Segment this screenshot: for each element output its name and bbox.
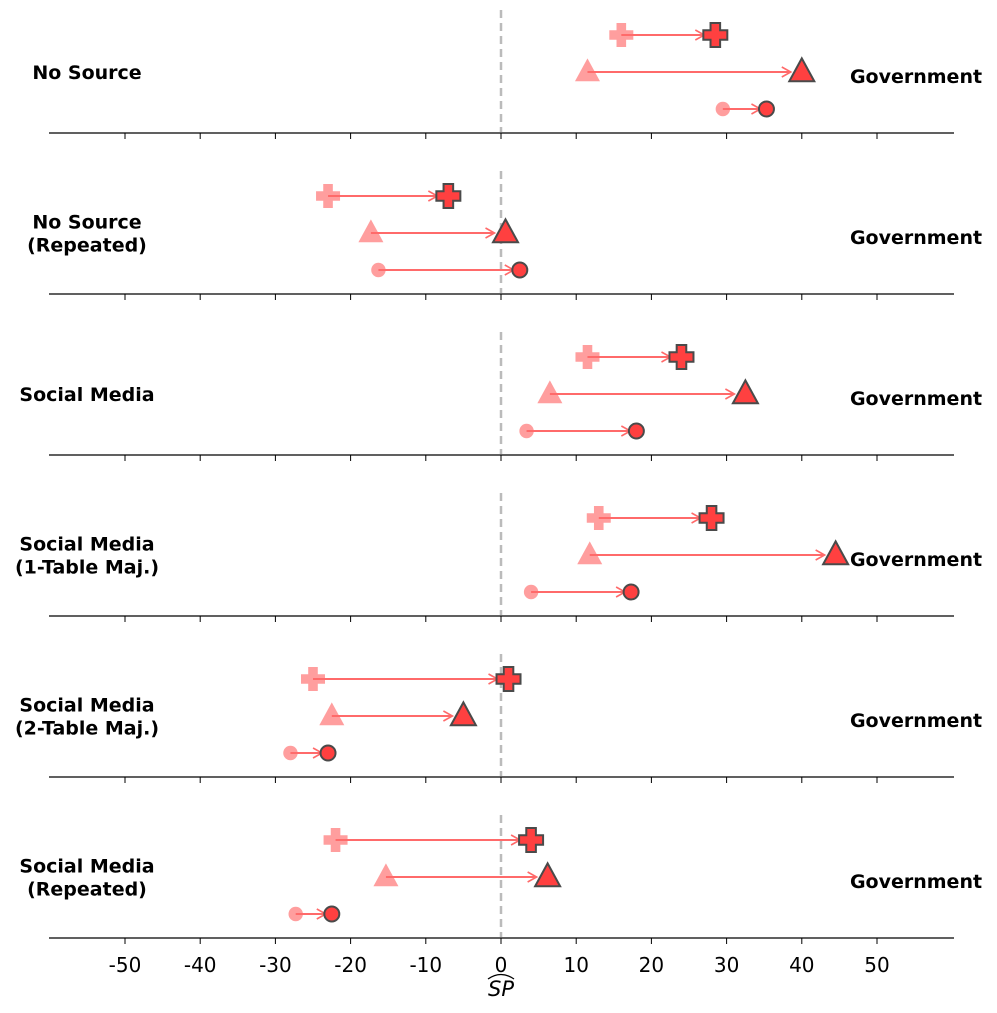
cross-end-marker: [698, 505, 725, 531]
panel-label: Social Media: [19, 384, 154, 406]
panel-label: Social Media (Repeated): [19, 856, 154, 901]
panel-right-label: Government: [850, 388, 982, 410]
circle-end-marker: [757, 100, 775, 118]
circle-end-marker: [622, 583, 640, 601]
panel-right-label: Government: [850, 227, 982, 249]
x-tick-label: 0: [495, 953, 508, 977]
chart-panel: No Source (Repeated) Government: [27, 171, 982, 300]
panel-label: Social Media (1-Table Maj.): [15, 534, 159, 579]
x-tick-label: -20: [334, 953, 367, 977]
chart-panel: Social Media (Repeated) Government: [19, 815, 982, 944]
panel-label-line: (Repeated): [27, 879, 147, 901]
circle-end-marker: [627, 422, 645, 440]
triangle-start-marker: [537, 380, 563, 404]
panel-label-line: Social Media: [19, 384, 154, 406]
panel-right-label: Government: [850, 871, 982, 893]
x-axis: -50 -40 -30 -20 -10 0 10 20 30 40 50: [109, 953, 890, 977]
triangle-end-marker: [787, 56, 816, 83]
x-tick-label: 20: [639, 953, 664, 977]
circle-start-marker: [288, 906, 303, 922]
x-tick-label: 30: [714, 953, 739, 977]
circle-end-marker: [511, 261, 529, 279]
panel-label-line: No Source: [32, 212, 141, 234]
panel-label: Social Media (2-Table Maj.): [15, 695, 159, 740]
panel-label-line: No Source: [32, 62, 141, 84]
triangle-end-marker: [491, 217, 520, 244]
x-tick-label: 10: [563, 953, 588, 977]
chart-panel: Social Media (2-Table Maj.) Government: [15, 654, 982, 783]
panel-label-line: Social Media: [19, 856, 154, 878]
chart-panel: Social Media (1-Table Maj.) Government: [15, 493, 982, 622]
x-axis-title-group: SP: [487, 973, 515, 1001]
circle-end-marker: [319, 744, 337, 762]
chart-panel: No Source Government: [32, 10, 982, 139]
triangle-end-marker: [533, 861, 562, 888]
panel-label-line: Social Media: [19, 534, 154, 556]
cross-end-marker: [435, 183, 462, 209]
x-tick-label: -30: [259, 953, 292, 977]
triangle-end-marker: [449, 700, 478, 727]
triangle-start-marker: [574, 58, 600, 82]
cross-end-marker: [518, 827, 545, 853]
chart-panel: Social Media Government: [19, 332, 982, 461]
cross-end-marker: [702, 22, 729, 48]
x-tick-label: -40: [184, 953, 217, 977]
panel-label-line: Social Media: [19, 695, 154, 717]
triangle-start-marker: [319, 702, 345, 726]
panel-right-label: Government: [850, 710, 982, 732]
triangle-end-marker: [731, 378, 760, 405]
panel-label-line: (Repeated): [27, 235, 147, 257]
x-tick-label: 40: [789, 953, 814, 977]
panel-right-label: Government: [850, 549, 982, 571]
circle-end-marker: [323, 905, 341, 923]
panel-label-line: (2-Table Maj.): [15, 718, 159, 740]
x-axis-title: SP: [488, 977, 514, 1001]
triangle-end-marker: [821, 539, 850, 566]
x-tick-label: -50: [109, 953, 142, 977]
x-tick-label: -10: [409, 953, 442, 977]
triangle-start-marker: [373, 863, 399, 887]
cross-end-marker: [495, 666, 522, 692]
panel-label-line: (1-Table Maj.): [15, 557, 159, 579]
triangle-start-marker: [577, 541, 603, 565]
panel-right-label: Government: [850, 66, 982, 88]
cross-end-marker: [668, 344, 695, 370]
x-axis-title-hat: [487, 973, 515, 980]
triangle-start-marker: [358, 219, 384, 243]
x-tick-label: 50: [864, 953, 889, 977]
panel-label: No Source (Repeated): [27, 212, 147, 257]
panel-label: No Source: [32, 62, 141, 84]
